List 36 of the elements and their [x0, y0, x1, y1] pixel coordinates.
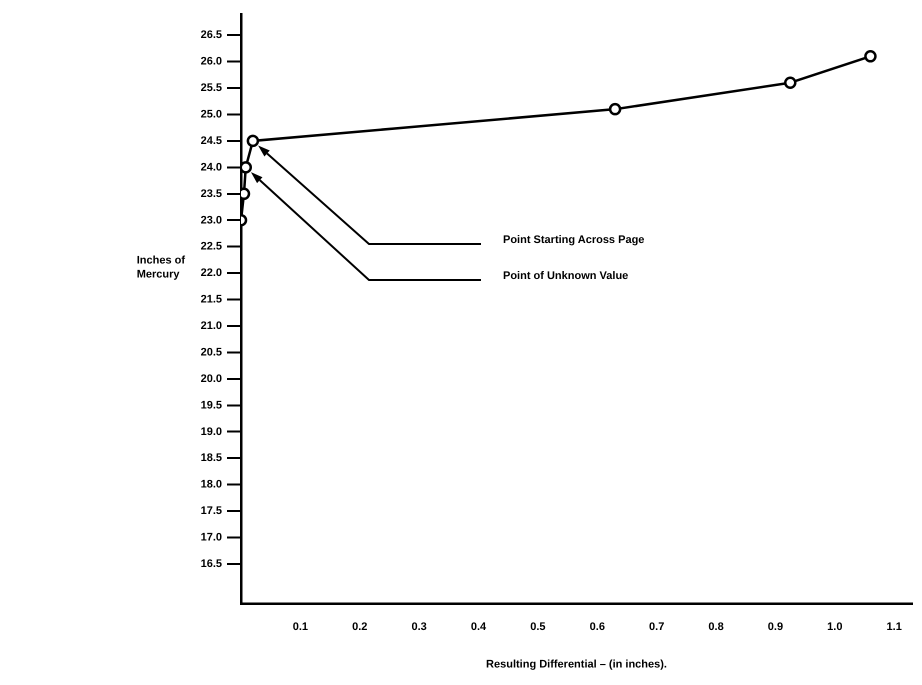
y-tick-label: 26.5	[200, 29, 222, 42]
y-tick-label: 21.0	[200, 320, 222, 332]
y-tick-label: 17.0	[200, 532, 222, 544]
y-tick-label: 24.5	[200, 134, 222, 147]
y-tick-label: 18.5	[200, 452, 222, 464]
y-tick-label: 22.0	[200, 267, 222, 280]
x-tick-label: 0.4	[470, 621, 488, 634]
y-tick-label: 22.5	[200, 240, 222, 253]
x-tick-label: 0.7	[649, 621, 664, 634]
x-tick-label: 0.3	[411, 621, 427, 634]
y-axis-title: Inches of Mercury	[136, 254, 186, 281]
y-tick-label: 24.0	[200, 161, 222, 174]
x-tick-label: 0.9	[768, 621, 784, 634]
x-tick-label: 0.5	[530, 621, 546, 634]
y-tick-label: 20.0	[200, 372, 222, 385]
x-tick-label: 0.1	[292, 621, 308, 634]
x-tick-label: 0.6	[590, 621, 605, 634]
y-tick-label: 17.5	[200, 505, 222, 518]
y-tick-label: 23.5	[200, 188, 222, 200]
y-tick-label: 18.0	[200, 478, 222, 491]
annotation: Point of Unknown Value	[503, 270, 628, 282]
y-tick-label: 19.0	[200, 426, 222, 438]
y-tick-label: 25.5	[200, 82, 222, 94]
x-tick-label: 0.2	[352, 621, 368, 634]
x-tick-label: 1.0	[827, 621, 842, 634]
y-tick-label: 16.5	[200, 558, 222, 570]
x-tick-label: 1.1	[886, 621, 902, 634]
annotation: Point Starting Across Page	[503, 234, 644, 246]
y-tick-label: 21.5	[200, 294, 222, 306]
y-tick-label: 19.5	[200, 399, 222, 412]
y-tick-label: 26.0	[200, 56, 222, 68]
y-tick-label: 23.0	[200, 214, 222, 226]
x-tick-label: 0.8	[708, 621, 724, 634]
y-tick-label: 20.5	[200, 346, 222, 358]
y-tick-label: 25.0	[200, 108, 222, 120]
x-axis-title: Resulting Differential – (in inches).	[486, 658, 667, 670]
